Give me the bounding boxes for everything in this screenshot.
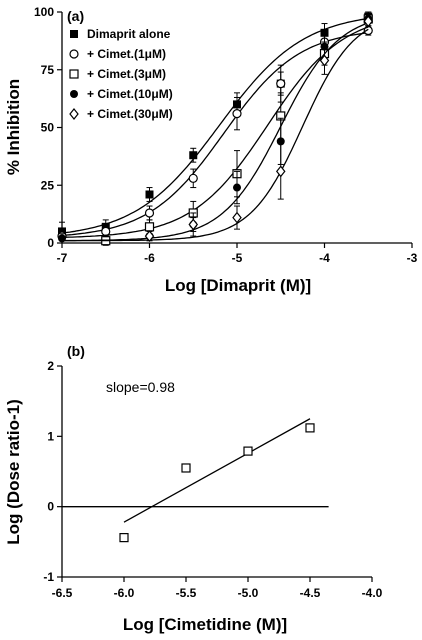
panel-a-data-point [188, 173, 198, 183]
panel-b-x-tick-label: -4.5 [300, 586, 321, 600]
panel-a-x-tick-label: -6 [144, 251, 155, 265]
panel-a-data-point [101, 226, 111, 237]
panel-a-data-point [233, 183, 241, 192]
legend-marker [69, 49, 79, 59]
panel-a-data-point [188, 218, 199, 231]
panel-b-x-tick-label: -5.5 [176, 586, 197, 600]
legend-entry: + Cimet.(3μM) [87, 67, 166, 81]
panel-a-x-tick-label: -4 [319, 251, 330, 265]
panel-a-fit-curve [61, 26, 369, 239]
panel-a-data-point [144, 208, 155, 218]
panel-a-y-tick-label: 50 [41, 121, 55, 135]
panel-b-x-tick-label: -4.0 [362, 586, 383, 600]
panel-a-y-tick-label: 100 [34, 5, 54, 19]
legend-marker [69, 108, 79, 120]
panel-b-regression-line [123, 418, 311, 523]
panel-b-data-point [181, 463, 191, 473]
panel-a-y-tick-label: 0 [47, 236, 54, 250]
panel-b-label: (b) [67, 343, 85, 359]
panel-a-y-tick-label: 75 [41, 63, 55, 77]
panel-a-y-tick-label: 25 [41, 178, 55, 192]
panel-b-slope-annotation: slope=0.98 [106, 379, 175, 395]
panel-a-data-point [232, 109, 242, 119]
panel-b-y-axis-title: Log (Dose ratio-1) [4, 399, 23, 544]
panel-b-x-tick-label: -6.0 [114, 586, 135, 600]
panel-b-y-tick-label: 0 [47, 500, 54, 514]
panel-a-data-point [145, 190, 154, 199]
panel-b-y-tick-label: -1 [43, 570, 54, 584]
panel-a-x-axis-title: Log [Dimaprit (M)] [165, 276, 311, 295]
panel-a-x-tick-label: -5 [232, 251, 243, 265]
panel-a-data-point [144, 222, 155, 232]
panel-b-y-tick-label: 2 [47, 359, 54, 373]
panel-a-data-point [276, 79, 286, 89]
panel-b-y-tick-label: 1 [47, 429, 54, 443]
legend-entry: Dimaprit alone [87, 27, 171, 41]
panel-a-data-point [144, 230, 155, 243]
panel-b-data-point [305, 423, 315, 433]
panel-a-data-point [363, 15, 374, 28]
legend-entry: + Cimet.(10μM) [87, 87, 173, 101]
legend-entry: + Cimet.(30μM) [87, 107, 173, 121]
panel-a-label: (a) [67, 8, 84, 24]
legend-marker [70, 90, 78, 98]
legend-marker [69, 69, 79, 79]
panel-b-x-tick-label: -6.5 [52, 586, 73, 600]
panel-b-schild-plot: (b) Log (Dose ratio-1) Log [Cimetidine (… [4, 343, 383, 634]
panel-a-x-tick-label: -3 [407, 251, 418, 265]
panel-a-data-point [189, 151, 198, 160]
panel-a-data-point [232, 211, 242, 224]
panel-b-x-axis-title: Log [Cimetidine (M)] [123, 615, 287, 634]
panel-a-fit-curve [61, 32, 369, 237]
panel-a-data-point [319, 54, 330, 67]
panel-a-y-axis-title: % Inhibition [4, 79, 23, 175]
panel-b-data-point [243, 446, 253, 456]
legend-marker [70, 30, 78, 38]
panel-a-fit-curve [61, 17, 369, 234]
panel-a-legend: Dimaprit alone + Cimet.(1μM) + Cimet.(3μM)… [69, 27, 173, 121]
legend-entry: + Cimet.(1μM) [87, 47, 166, 61]
panel-a-fit-curve [62, 28, 369, 242]
panel-b-x-tick-label: -5.0 [238, 586, 259, 600]
panel-a-data-point [275, 165, 286, 178]
panel-a-dose-response: (a) % Inhibition Log [Dimaprit (M)] Dima… [4, 5, 418, 295]
panel-b-data-point [119, 533, 129, 543]
panel-a-x-tick-label: -7 [57, 251, 68, 265]
